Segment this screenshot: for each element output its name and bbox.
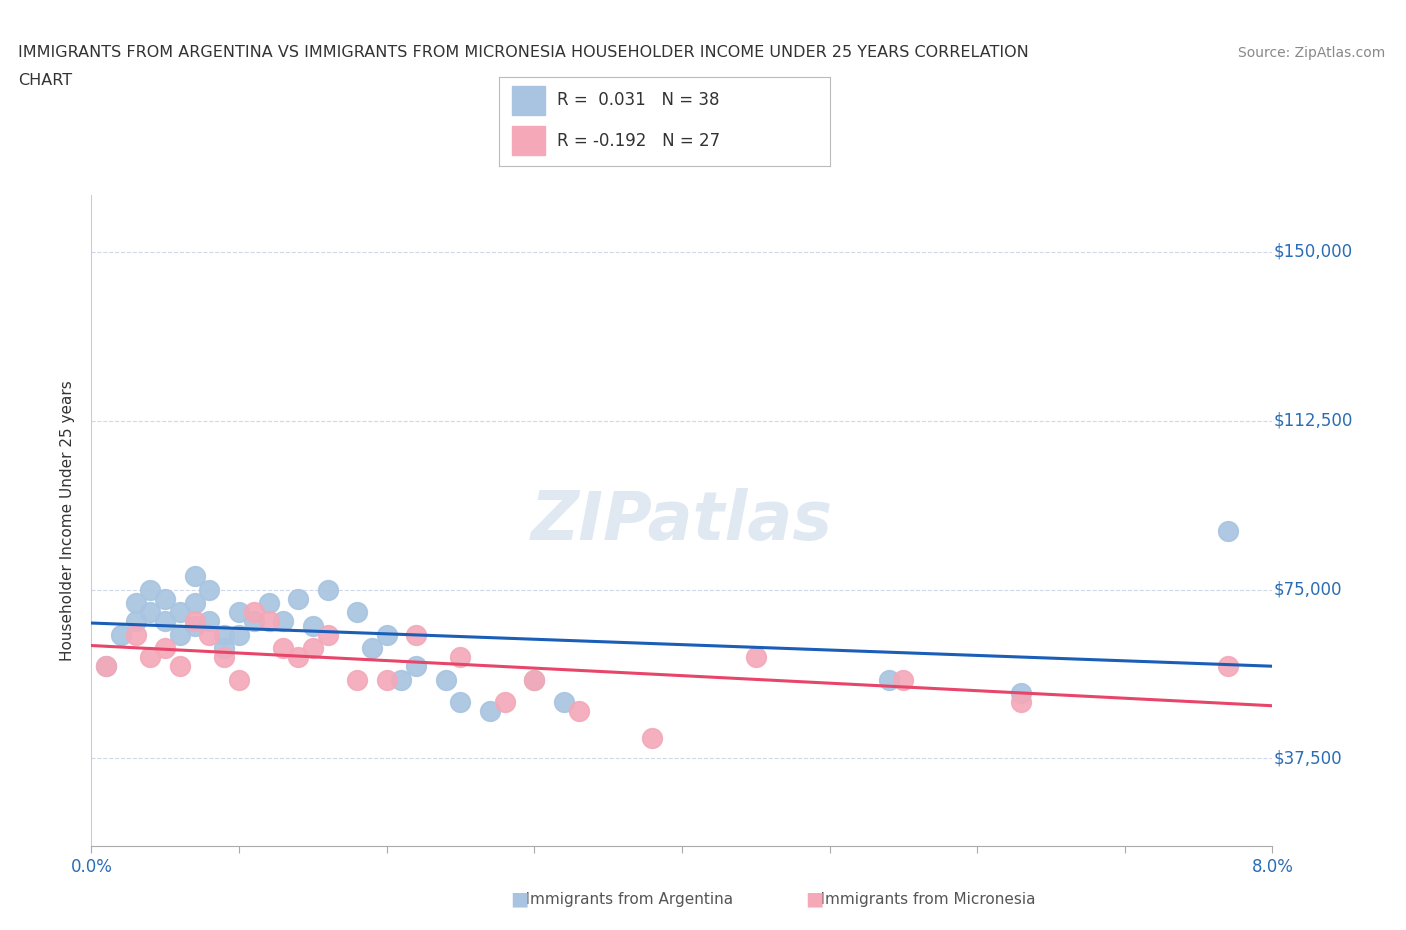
Text: IMMIGRANTS FROM ARGENTINA VS IMMIGRANTS FROM MICRONESIA HOUSEHOLDER INCOME UNDER: IMMIGRANTS FROM ARGENTINA VS IMMIGRANTS … [18, 46, 1029, 60]
Text: CHART: CHART [18, 73, 72, 88]
Point [450, 650, 472, 665]
Point [316, 627, 339, 642]
Point [405, 658, 427, 673]
Point [228, 604, 250, 619]
Point [877, 672, 900, 687]
Point [478, 704, 502, 719]
Point [1218, 658, 1240, 673]
Point [1010, 695, 1032, 710]
Bar [512, 86, 546, 115]
Point [375, 672, 398, 687]
Text: $75,000: $75,000 [1274, 580, 1343, 599]
Point [243, 604, 266, 619]
Point [228, 672, 250, 687]
Bar [512, 126, 546, 155]
Point [198, 614, 221, 629]
Point [124, 627, 148, 642]
Point [228, 627, 250, 642]
Point [641, 731, 664, 746]
Point [375, 627, 398, 642]
Point [494, 695, 516, 710]
Text: $37,500: $37,500 [1274, 750, 1343, 767]
Text: Source: ZipAtlas.com: Source: ZipAtlas.com [1237, 46, 1385, 60]
Point [183, 568, 207, 583]
Point [169, 604, 191, 619]
Point [169, 627, 191, 642]
Text: $150,000: $150,000 [1274, 243, 1353, 260]
Point [243, 614, 266, 629]
Point [183, 618, 207, 633]
Point [153, 614, 177, 629]
Point [214, 650, 236, 665]
Point [301, 641, 323, 656]
Point [169, 658, 191, 673]
Point [139, 582, 162, 597]
Text: $112,500: $112,500 [1274, 412, 1353, 430]
Text: ZIPatlas: ZIPatlas [531, 488, 832, 553]
Point [346, 604, 368, 619]
Point [183, 595, 207, 610]
Point [153, 641, 177, 656]
Point [124, 595, 148, 610]
Text: Immigrants from Micronesia: Immigrants from Micronesia [801, 892, 1036, 907]
Point [198, 627, 221, 642]
Point [124, 614, 148, 629]
Point [301, 618, 323, 633]
Point [391, 672, 413, 687]
Point [257, 595, 280, 610]
Point [346, 672, 368, 687]
Point [523, 672, 546, 687]
Point [745, 650, 768, 665]
Point [198, 582, 221, 597]
Text: R = -0.192   N = 27: R = -0.192 N = 27 [557, 132, 720, 150]
Point [568, 704, 591, 719]
Point [405, 627, 427, 642]
Point [271, 614, 295, 629]
Point [1010, 685, 1032, 700]
Point [434, 672, 457, 687]
Point [287, 591, 309, 606]
Point [450, 695, 472, 710]
Point [257, 614, 280, 629]
Point [139, 650, 162, 665]
Y-axis label: Householder Income Under 25 years: Householder Income Under 25 years [60, 380, 76, 661]
Point [183, 614, 207, 629]
Text: ■: ■ [806, 890, 824, 909]
Point [316, 582, 339, 597]
Point [1218, 524, 1240, 538]
Point [271, 641, 295, 656]
Point [214, 641, 236, 656]
Point [153, 591, 177, 606]
Text: Immigrants from Argentina: Immigrants from Argentina [506, 892, 734, 907]
Point [139, 604, 162, 619]
Point [96, 658, 118, 673]
Point [553, 695, 575, 710]
Point [287, 650, 309, 665]
Point [893, 672, 915, 687]
Text: ■: ■ [510, 890, 529, 909]
Point [96, 658, 118, 673]
Point [214, 627, 236, 642]
Point [360, 641, 382, 656]
Text: R =  0.031   N = 38: R = 0.031 N = 38 [557, 91, 720, 109]
Point [110, 627, 132, 642]
Point [523, 672, 546, 687]
